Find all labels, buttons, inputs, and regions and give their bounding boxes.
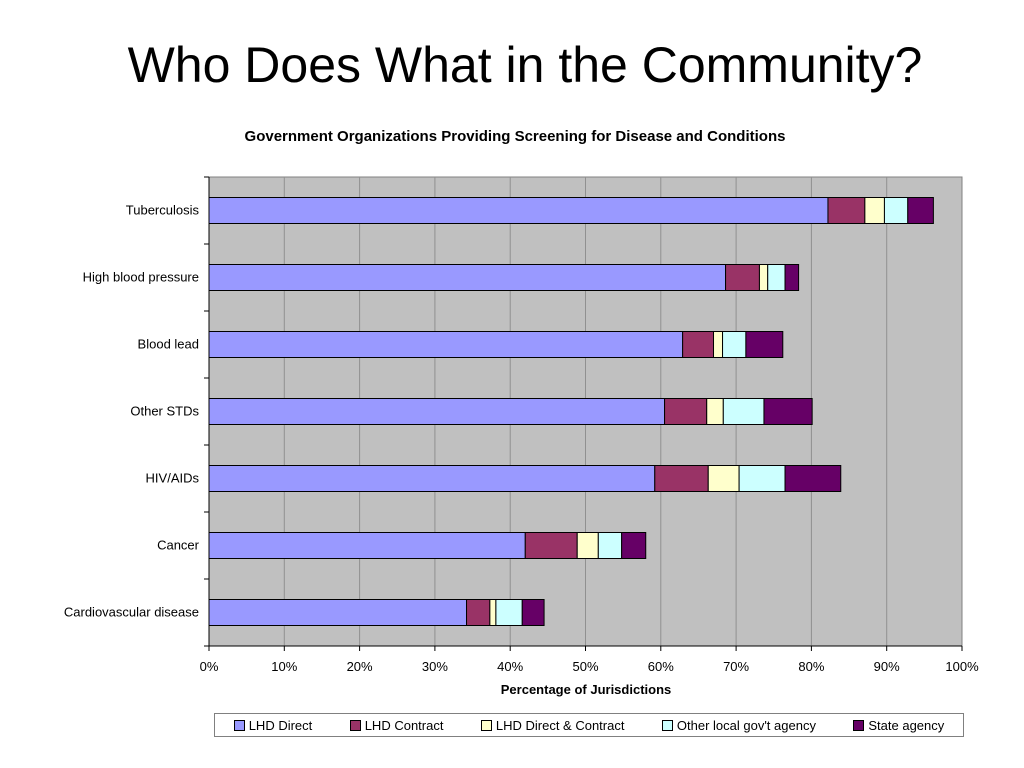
x-tick-label: 100% xyxy=(945,659,979,674)
bar-segment xyxy=(489,599,497,626)
bar-segment xyxy=(495,599,523,626)
bar-segment xyxy=(466,599,491,626)
x-tick-label: 30% xyxy=(422,659,448,674)
x-tick-label: 50% xyxy=(572,659,598,674)
legend-label: LHD Direct & Contract xyxy=(495,717,625,733)
legend-label: Other local gov't agency xyxy=(676,717,816,733)
bar-segment xyxy=(745,331,784,358)
legend-label: State agency xyxy=(868,717,945,733)
slide-title: Who Does What in the Community? xyxy=(127,37,923,93)
bar-segment xyxy=(883,197,909,224)
bar-segment xyxy=(713,331,724,358)
bar-segment xyxy=(208,599,468,626)
bar-segment xyxy=(722,331,747,358)
bar-segment xyxy=(725,264,760,291)
bar-segment xyxy=(907,197,934,224)
x-tick-label: 20% xyxy=(347,659,373,674)
chart-legend: LHD Direct LHD Contract LHD Direct & Contr… xyxy=(214,713,964,737)
bar-segment xyxy=(706,398,724,425)
legend-swatch xyxy=(233,719,245,731)
bar-segment xyxy=(208,197,829,224)
x-tick-label: 70% xyxy=(723,659,749,674)
bar-segment xyxy=(208,398,666,425)
y-tick-label: High blood pressure xyxy=(83,270,199,285)
legend-item: State agency xyxy=(853,718,944,733)
bar-segment xyxy=(208,331,684,358)
y-tick-label: Cardiovascular disease xyxy=(64,605,199,620)
legend-swatch xyxy=(661,719,673,731)
legend-item: LHD Direct & Contract xyxy=(480,717,625,733)
bar-segment xyxy=(664,398,708,425)
y-tick-label: Tuberculosis xyxy=(126,203,200,218)
bar-segment xyxy=(738,465,786,492)
legend-label: LHD Contract xyxy=(364,717,444,733)
bar-segment xyxy=(758,264,769,291)
bar-segment xyxy=(208,532,526,559)
bar-segment xyxy=(767,264,786,291)
y-tick-label: Other STDs xyxy=(130,404,199,419)
legend-label: LHD Direct xyxy=(248,717,313,733)
chart-title: Government Organizations Providing Scree… xyxy=(244,128,786,145)
bar-segment xyxy=(707,465,740,492)
bar-segment xyxy=(654,465,709,492)
legend-swatch xyxy=(480,719,492,731)
bar-segment xyxy=(763,398,813,425)
bar-segment xyxy=(521,599,545,626)
x-tick-label: 10% xyxy=(271,659,297,674)
bar-segment xyxy=(722,398,765,425)
y-tick-label: Cancer xyxy=(157,538,200,553)
y-tick-label: Blood lead xyxy=(138,337,199,352)
bar-segment xyxy=(621,532,647,559)
legend-swatch xyxy=(349,719,361,731)
bar-segment xyxy=(208,465,656,492)
x-axis-title: Percentage of Jurisdictions xyxy=(500,682,672,697)
x-tick-label: 0% xyxy=(200,659,219,674)
bar-segment xyxy=(524,532,578,559)
bar-segment xyxy=(208,264,727,291)
legend-item: Other local gov't agency xyxy=(661,717,816,733)
x-tick-label: 80% xyxy=(798,659,824,674)
bar-segment xyxy=(864,197,885,224)
x-tick-label: 40% xyxy=(497,659,523,674)
bar-segment xyxy=(597,532,623,559)
legend-swatch xyxy=(853,719,865,731)
legend-item: LHD Direct xyxy=(233,717,313,733)
bar-segment xyxy=(784,264,800,291)
x-tick-label: 90% xyxy=(874,659,900,674)
bar-segment xyxy=(784,465,842,492)
x-tick-label: 60% xyxy=(648,659,674,674)
bar-segment xyxy=(827,197,866,224)
bar-segment xyxy=(682,331,715,358)
bar-segment xyxy=(576,532,599,559)
legend-item: LHD Contract xyxy=(349,717,444,733)
y-tick-label: HIV/AIDs xyxy=(146,471,200,486)
